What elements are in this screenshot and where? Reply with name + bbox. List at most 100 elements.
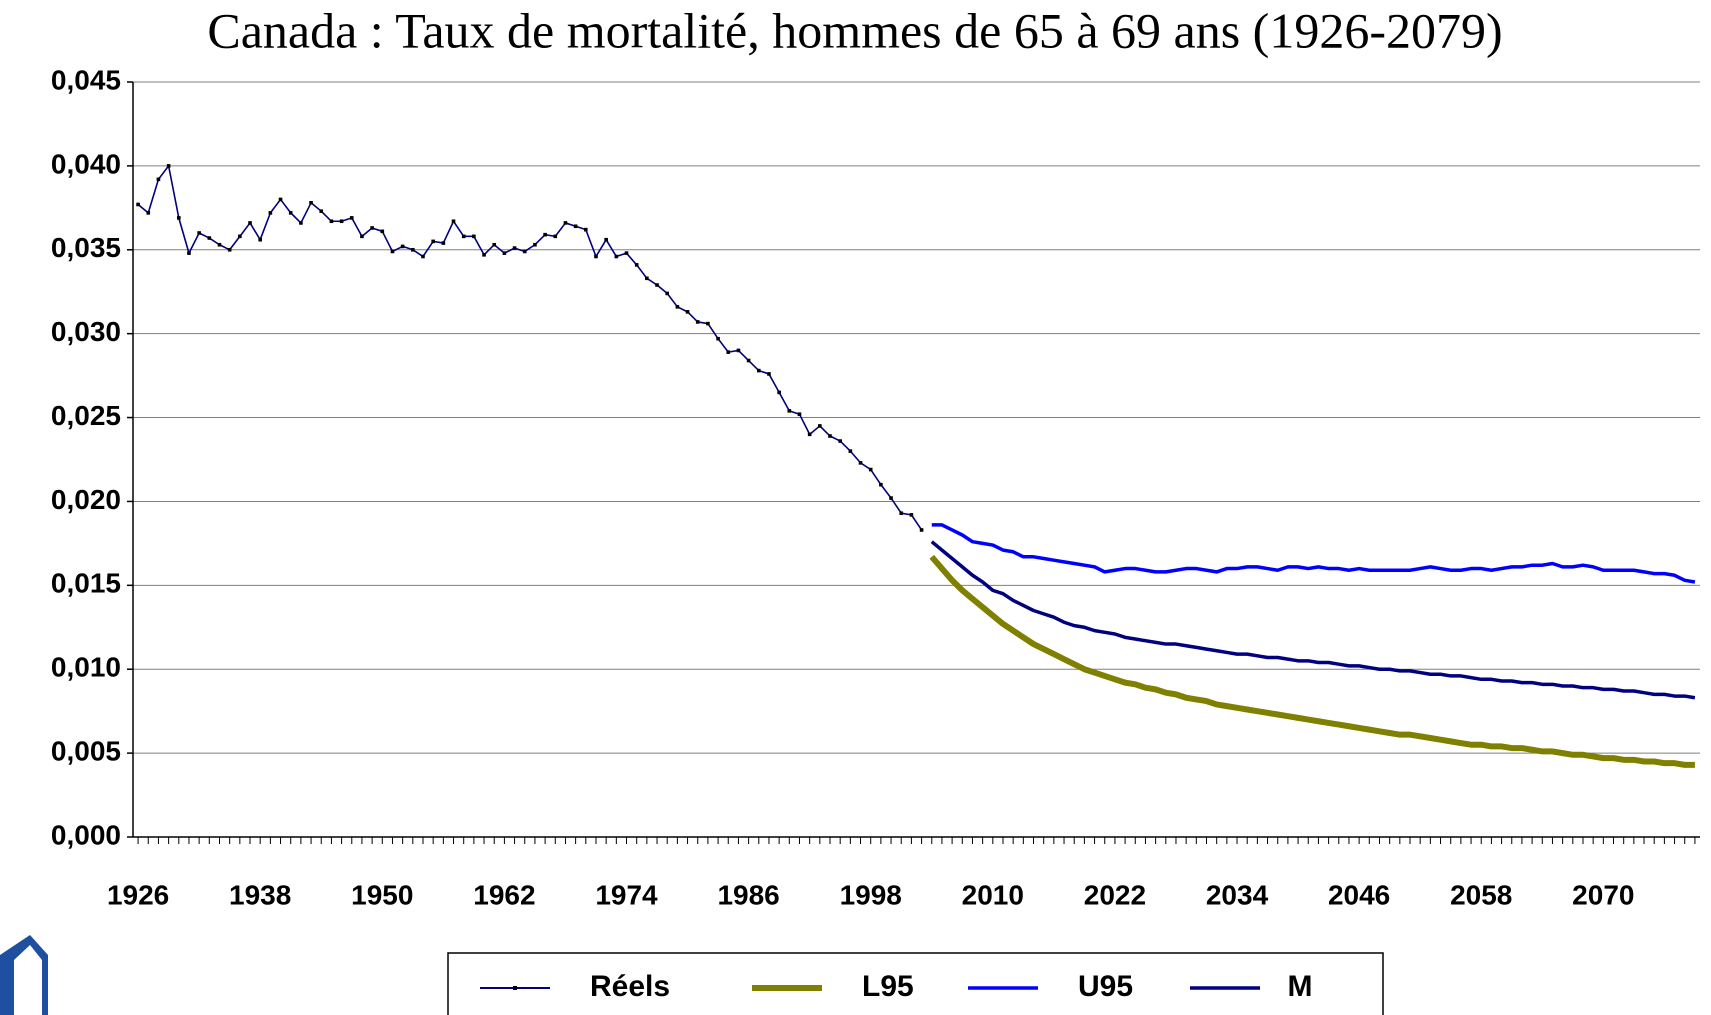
marker <box>919 528 924 532</box>
marker <box>278 197 283 202</box>
legend-marker <box>513 986 517 990</box>
marker <box>655 283 659 287</box>
marker <box>472 234 476 239</box>
marker <box>533 242 537 247</box>
x-tick-label: 2010 <box>962 879 1024 910</box>
marker <box>706 321 710 326</box>
y-tick-label: 0,030 <box>51 316 121 347</box>
marker <box>176 216 181 220</box>
legend-label: U95 <box>1078 970 1133 1003</box>
marker <box>879 482 883 487</box>
legend-label: L95 <box>862 970 914 1003</box>
chart-title: Canada : Taux de mortalité, hommes de 65… <box>207 2 1502 58</box>
marker <box>645 276 649 281</box>
marker <box>665 291 670 296</box>
series-line <box>137 165 923 531</box>
marker <box>797 412 802 416</box>
marker <box>329 219 334 224</box>
marker <box>889 496 893 500</box>
x-tick-label: 1962 <box>473 879 535 910</box>
marker <box>848 449 853 453</box>
marker <box>675 305 680 309</box>
marker <box>858 461 863 465</box>
marker <box>909 513 914 517</box>
marker <box>156 177 161 182</box>
marker <box>461 234 466 239</box>
marker <box>563 221 568 225</box>
marker <box>573 224 578 229</box>
y-tick-label: 0,000 <box>51 819 121 850</box>
marker <box>553 234 558 239</box>
marker <box>349 216 354 220</box>
legend-item: M <box>1190 970 1313 1003</box>
marker <box>777 390 781 395</box>
series-line <box>931 523 1696 584</box>
marker <box>248 221 252 225</box>
marker <box>543 232 547 237</box>
x-tick-label: 2046 <box>1328 879 1390 910</box>
marker <box>146 211 151 215</box>
marker <box>695 320 700 324</box>
marker <box>309 201 313 205</box>
legend-box <box>447 952 1384 1015</box>
marker <box>217 242 222 247</box>
marker <box>512 246 517 250</box>
x-tick-label: 2034 <box>1206 879 1269 910</box>
legend-item: Réels <box>480 970 670 1003</box>
marker <box>370 226 374 230</box>
marker <box>828 434 832 438</box>
y-tick-label: 0,040 <box>51 148 121 179</box>
marker <box>838 439 842 443</box>
logo-cut <box>14 945 42 1015</box>
x-tick-label: 1950 <box>351 879 413 910</box>
x-tick-label: 1938 <box>229 879 291 910</box>
marker <box>187 251 191 255</box>
marker <box>584 227 588 232</box>
x-tick-label: 2070 <box>1572 879 1634 910</box>
marker <box>614 254 619 259</box>
marker <box>136 202 140 207</box>
marker <box>441 241 446 245</box>
marker <box>268 211 273 215</box>
marker <box>390 249 395 254</box>
marker <box>685 310 690 314</box>
marker <box>767 372 771 376</box>
logo <box>0 935 48 1015</box>
marker <box>787 409 792 413</box>
marker <box>319 209 324 213</box>
marker <box>482 253 486 257</box>
series-line <box>929 554 1695 768</box>
y-tick-label: 0,015 <box>51 568 121 599</box>
legend-label: Réels <box>590 970 670 1003</box>
marker <box>238 234 242 239</box>
marker <box>400 244 405 249</box>
marker <box>258 237 262 242</box>
marker <box>604 237 608 242</box>
marker <box>492 242 497 247</box>
y-tick-label: 0,005 <box>51 736 121 767</box>
marker <box>431 239 435 244</box>
y-tick-label: 0,020 <box>51 484 121 515</box>
legend-label: M <box>1288 970 1313 1003</box>
marker <box>339 219 344 224</box>
marker <box>736 348 741 353</box>
marker <box>411 247 415 252</box>
marker <box>207 236 212 240</box>
y-tick-label: 0,010 <box>51 652 121 683</box>
x-tick-label: 1926 <box>107 879 169 910</box>
marker <box>451 219 456 224</box>
marker <box>726 350 731 354</box>
marker <box>594 254 598 259</box>
marker <box>502 251 507 255</box>
x-tick-label: 1974 <box>595 879 658 910</box>
marker <box>624 251 629 255</box>
marker <box>166 164 171 168</box>
marker <box>380 229 385 234</box>
marker <box>716 336 720 341</box>
marker <box>421 254 425 259</box>
marker <box>227 247 232 252</box>
marker <box>634 263 639 267</box>
series-line <box>930 540 1696 700</box>
